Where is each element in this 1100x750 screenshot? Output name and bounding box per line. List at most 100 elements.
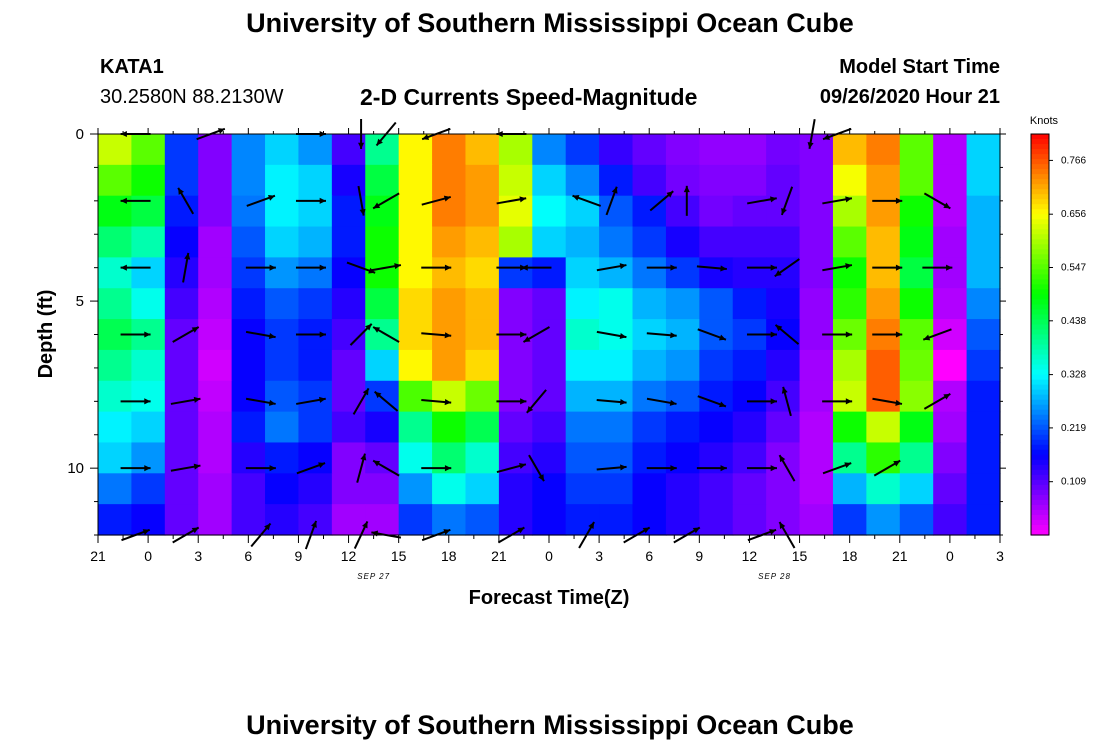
current-vector <box>526 389 547 414</box>
current-vector <box>696 265 727 272</box>
heat-cell <box>98 288 133 320</box>
heat-cell <box>365 504 400 536</box>
current-vector <box>296 462 326 475</box>
heat-cell <box>966 134 1001 166</box>
heat-cell <box>699 257 734 289</box>
heat-cell <box>331 226 366 258</box>
heat-cell <box>933 349 968 382</box>
heat-cell <box>265 473 300 505</box>
current-vector <box>646 264 677 271</box>
heat-cell <box>599 195 634 228</box>
heat-cell <box>866 226 901 258</box>
heat-cell <box>298 504 333 536</box>
colorbar-swatch <box>1031 179 1049 185</box>
colorbar-swatch <box>1031 194 1049 200</box>
heat-cell <box>398 504 433 536</box>
current-vector <box>873 459 901 477</box>
heat-cell <box>198 380 233 413</box>
heat-cell <box>532 164 567 197</box>
colorbar-swatch <box>1031 504 1049 511</box>
current-vector <box>596 399 627 406</box>
current-vector <box>120 197 151 204</box>
heat-cell <box>899 442 934 474</box>
x-tick-label: 12 <box>341 548 357 564</box>
heat-cell <box>665 164 700 197</box>
heat-cell <box>532 504 567 536</box>
colorbar-swatch <box>1031 359 1049 366</box>
heat-cell <box>498 504 533 536</box>
colorbar-swatch <box>1031 279 1049 285</box>
heat-cell <box>432 164 467 197</box>
colorbar-swatch <box>1031 334 1049 341</box>
x-tick-label: 0 <box>545 548 553 564</box>
colorbar-swatch <box>1031 134 1049 140</box>
colorbar-swatch <box>1031 174 1049 180</box>
heat-cell <box>465 226 500 258</box>
colorbar-tick-label: 0.656 <box>1061 209 1086 220</box>
heat-cell <box>699 473 734 505</box>
current-vector <box>172 326 200 343</box>
heat-cell <box>565 195 600 228</box>
colorbar-tick-label: 0.438 <box>1061 316 1086 327</box>
heat-cell <box>933 380 968 413</box>
colorbar-swatch <box>1031 349 1049 356</box>
heat-cell <box>899 257 934 289</box>
model-start-label: Model Start Time <box>839 56 1000 78</box>
heat-cell <box>398 442 433 474</box>
colorbar: 0.766 0.656 0.547 0.438 0.328 0.219 0.109 <box>1030 133 1086 536</box>
colorbar-swatch <box>1031 154 1049 160</box>
colorbar-swatch <box>1031 424 1049 431</box>
heat-cell <box>298 442 333 474</box>
date-label: SEP 27 <box>357 572 390 581</box>
heat-cell <box>465 319 500 351</box>
heat-cell <box>465 349 500 382</box>
heat-cell <box>832 442 867 474</box>
heat-cell <box>331 288 366 320</box>
current-vector <box>374 390 399 412</box>
colorbar-swatch <box>1031 284 1049 290</box>
heat-cell <box>432 349 467 382</box>
heat-cell <box>465 195 500 228</box>
colorbar-swatch <box>1031 259 1049 265</box>
heat-cell <box>498 442 533 474</box>
heat-cell <box>699 380 734 413</box>
heat-cell <box>98 442 133 474</box>
current-vector <box>296 396 326 405</box>
colorbar-swatch <box>1031 209 1049 215</box>
heat-cell <box>398 411 433 444</box>
heat-cell <box>265 380 300 413</box>
heat-cell <box>565 134 600 166</box>
current-vector <box>747 196 777 205</box>
colorbar-swatch <box>1031 169 1049 175</box>
heat-cell <box>665 226 700 258</box>
heat-cell <box>799 349 834 382</box>
colorbar-tick-label: 0.328 <box>1061 370 1086 381</box>
current-vector <box>697 328 727 341</box>
heat-cell <box>398 164 433 197</box>
colorbar-swatch <box>1031 409 1049 416</box>
heat-cell <box>732 164 767 197</box>
current-vector <box>245 264 276 271</box>
colorbar-frame <box>1030 133 1050 536</box>
date-label: SEP 28 <box>758 572 791 581</box>
heat-cell <box>966 195 1001 228</box>
heat-cell <box>866 442 901 474</box>
heat-cell <box>799 504 834 536</box>
heat-cell <box>164 319 199 351</box>
heat-cell <box>231 380 266 413</box>
heat-cell <box>131 164 166 197</box>
current-vector <box>372 459 400 477</box>
colorbar-swatch <box>1031 494 1049 501</box>
heat-cell <box>498 473 533 505</box>
heat-cell <box>265 349 300 382</box>
colorbar-tick-label: 0.547 <box>1061 263 1086 274</box>
heat-cell <box>398 349 433 382</box>
heat-cell <box>498 411 533 444</box>
heat-cell <box>465 380 500 413</box>
colorbar-swatch <box>1031 324 1049 331</box>
heat-cell <box>298 380 333 413</box>
current-vector <box>822 263 853 272</box>
current-vector <box>120 264 151 271</box>
heat-cell <box>732 442 767 474</box>
colorbar-swatch <box>1031 384 1049 391</box>
